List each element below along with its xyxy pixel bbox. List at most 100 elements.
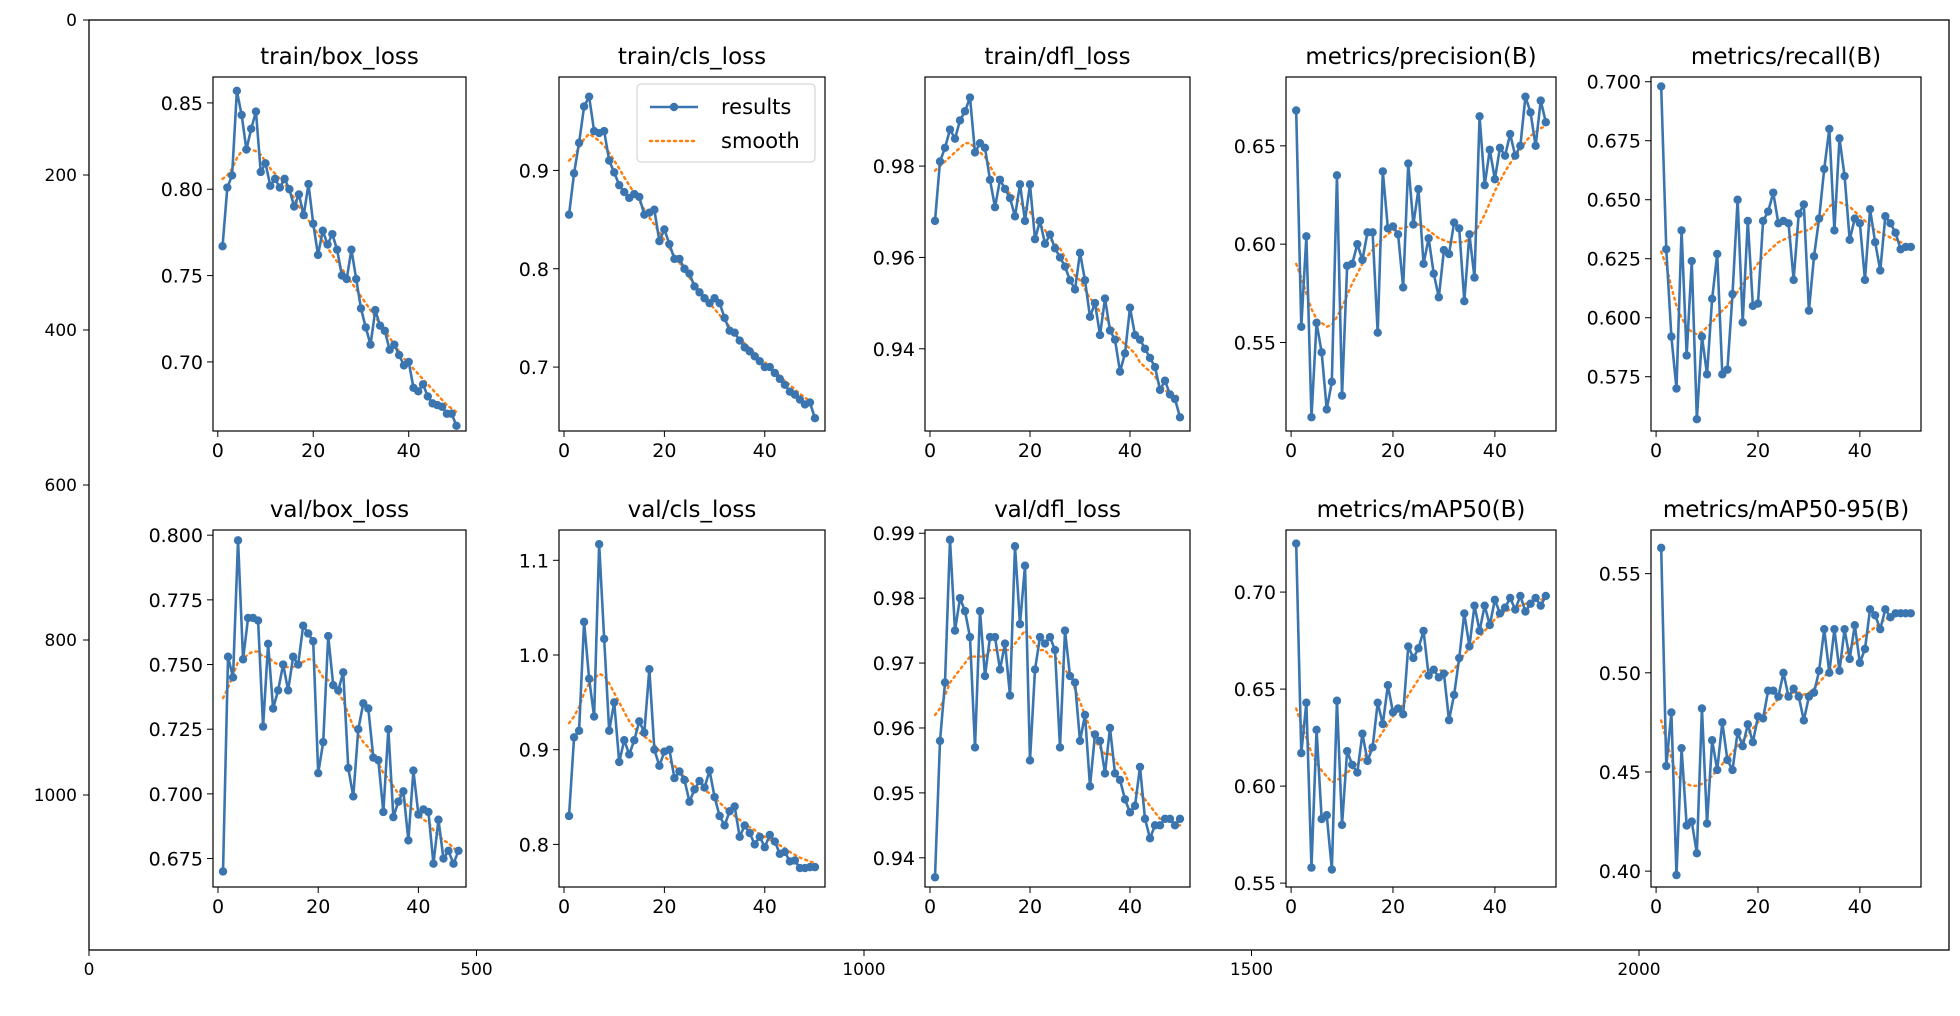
- outer-x-tick-label: 1500: [1230, 960, 1273, 980]
- results-point: [1358, 255, 1367, 265]
- results-point: [1840, 624, 1849, 634]
- y-tick-label: 0.65: [1234, 136, 1276, 158]
- results-point: [1115, 775, 1125, 785]
- results-point: [1748, 738, 1758, 747]
- results-point: [1175, 814, 1185, 824]
- subplot-panel: val/dfl_loss 0 20 40 0.94 0.95 0.96 0.97 0.98 0.9…: [873, 497, 1191, 918]
- results-point: [640, 728, 649, 737]
- x-tick-label: 0: [924, 896, 936, 918]
- results-point: [1322, 811, 1331, 820]
- results-point: [650, 205, 659, 214]
- results-point: [318, 226, 327, 235]
- results-point: [1060, 262, 1070, 271]
- results-point: [630, 736, 639, 745]
- results-point: [1398, 283, 1408, 292]
- results-point: [1850, 621, 1859, 630]
- y-tick-label: 0.60: [1234, 776, 1276, 798]
- results-point: [303, 629, 313, 638]
- results-point: [1799, 200, 1809, 209]
- results-point: [227, 171, 237, 180]
- results-point: [635, 717, 644, 726]
- results-point: [720, 313, 729, 323]
- x-tick-label: 40: [1483, 896, 1507, 918]
- x-tick-label: 40: [753, 440, 777, 462]
- results-point: [299, 210, 308, 220]
- results-point: [1830, 624, 1839, 634]
- legend-smooth-label: smooth: [721, 129, 800, 153]
- x-tick-label: 20: [1746, 440, 1770, 462]
- results-point: [675, 254, 684, 264]
- results-point: [1358, 729, 1367, 738]
- y-tick-label: 0.98: [873, 156, 915, 178]
- results-point: [1490, 175, 1500, 184]
- subplot-title: metrics/mAP50-95(B): [1663, 497, 1909, 523]
- results-point: [1779, 668, 1788, 677]
- results-point: [253, 616, 263, 625]
- x-tick-label: 40: [397, 440, 421, 462]
- results-point: [1733, 195, 1742, 204]
- x-tick-label: 20: [301, 440, 325, 462]
- results-point: [1667, 708, 1676, 717]
- results-point: [1010, 542, 1020, 551]
- results-point: [1020, 561, 1030, 570]
- y-tick-label: 0.8: [519, 259, 549, 281]
- y-tick-label: 0.9: [519, 740, 549, 762]
- results-point: [1763, 207, 1773, 216]
- results-point: [1100, 294, 1110, 303]
- results-point: [334, 686, 343, 695]
- results-point: [233, 536, 243, 545]
- results-point: [765, 362, 774, 372]
- results-point: [356, 304, 366, 313]
- results-point: [452, 421, 461, 431]
- results-point: [1434, 293, 1444, 302]
- y-tick-label: 0.725: [149, 719, 203, 741]
- results-point: [650, 745, 659, 754]
- results-point: [975, 606, 985, 616]
- results-point: [1332, 696, 1342, 705]
- results-point: [1291, 106, 1301, 115]
- results-point: [1835, 134, 1844, 143]
- results-point: [670, 773, 679, 783]
- y-tick-label: 0.9: [519, 160, 549, 182]
- results-point: [569, 169, 579, 178]
- results-point: [980, 671, 990, 681]
- y-tick-label: 0.98: [873, 588, 915, 610]
- results-point: [1485, 145, 1494, 154]
- results-point: [294, 190, 304, 199]
- results-point: [574, 726, 584, 735]
- results-point: [1495, 609, 1505, 618]
- results-point: [970, 743, 980, 752]
- results-point: [1753, 299, 1763, 308]
- results-point: [755, 832, 764, 842]
- results-point: [1516, 591, 1525, 601]
- results-point: [995, 175, 1005, 184]
- results-point: [945, 125, 955, 134]
- results-point: [374, 756, 383, 765]
- results-point: [394, 350, 404, 360]
- results-point: [1045, 632, 1055, 642]
- subplot-title: metrics/recall(B): [1691, 44, 1881, 70]
- results-point: [394, 797, 403, 806]
- results-point: [564, 811, 574, 821]
- results-point: [1820, 164, 1829, 174]
- results-point: [328, 229, 337, 239]
- results-point: [1490, 595, 1500, 605]
- results-point: [1040, 239, 1050, 248]
- results-point: [447, 409, 456, 418]
- results-point: [1758, 714, 1768, 723]
- results-point: [645, 665, 654, 674]
- results-point: [1327, 865, 1337, 874]
- results-point: [1307, 413, 1316, 422]
- results-point: [1449, 218, 1459, 227]
- subplot-frame: [924, 529, 1191, 888]
- results-point: [1025, 756, 1035, 765]
- y-tick-label: 0.650: [1587, 190, 1641, 212]
- results-point: [1702, 819, 1712, 828]
- results-point: [1723, 365, 1732, 374]
- smooth-series-line: [933, 628, 1182, 827]
- results-point: [1065, 276, 1075, 285]
- results-point: [275, 183, 285, 192]
- subplot-panel: val/box_loss 0 20 40 0.675 0.700 0.725 0.750 0.7…: [149, 497, 467, 918]
- results-point: [251, 107, 261, 116]
